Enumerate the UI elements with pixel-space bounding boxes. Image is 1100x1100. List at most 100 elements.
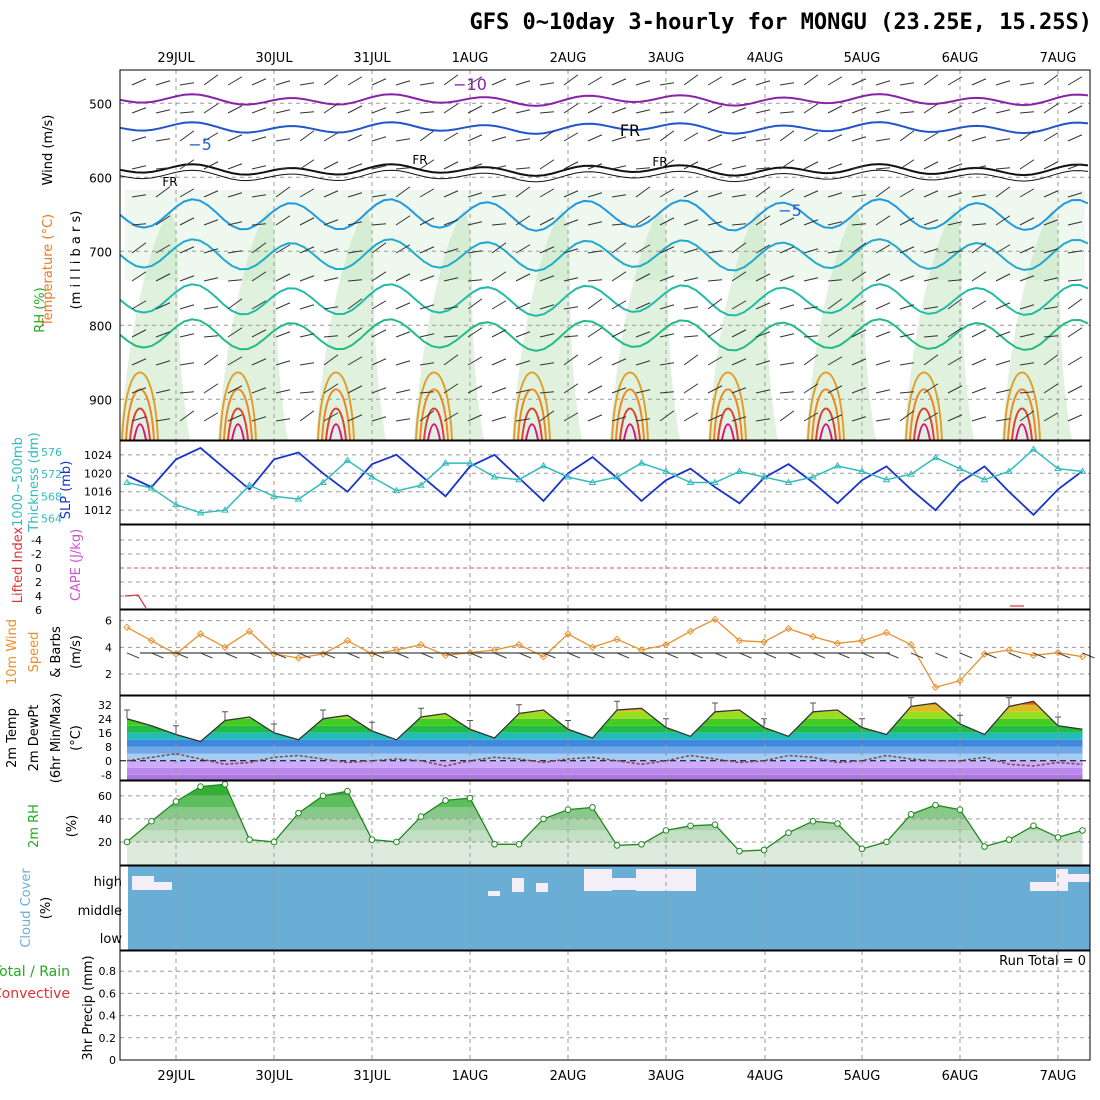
- temp-band: [127, 701, 1083, 705]
- wind-barb: [971, 78, 987, 86]
- rh-tick-label: 40: [98, 813, 112, 826]
- warm-isotherm: [427, 423, 441, 441]
- wind-barb: [731, 165, 747, 170]
- wind-barb: [641, 652, 654, 659]
- rh-point: [687, 822, 694, 830]
- wind-barb: [179, 333, 195, 338]
- wind-barb: [395, 138, 411, 142]
- rh-point: [760, 846, 768, 854]
- precip-tick-label: 0.8: [99, 965, 117, 978]
- wind-barb: [131, 387, 147, 394]
- wind-barb: [755, 273, 771, 282]
- wind-barb: [563, 103, 579, 114]
- rh-point: [711, 821, 719, 828]
- warm-isotherm: [317, 371, 355, 441]
- contour-label: FR: [412, 153, 427, 167]
- warm-isotherm: [231, 423, 245, 441]
- wind-barb: [851, 194, 867, 198]
- wind-barb: [947, 192, 963, 198]
- wind-barb: [803, 132, 819, 142]
- rh-point: [393, 838, 400, 846]
- wind-barb: [827, 105, 843, 114]
- thickness-point: [441, 459, 450, 466]
- wind-barb: [587, 414, 603, 422]
- rh-point: [589, 804, 596, 811]
- wind-barb: [779, 217, 795, 226]
- wind-barb: [347, 163, 363, 170]
- wind-speed-point: [343, 636, 352, 645]
- top-date-label: 1AUG: [452, 51, 489, 66]
- temp-tick-label: 8: [105, 741, 112, 754]
- wind-barb: [659, 333, 675, 338]
- wind-speed-point: [515, 640, 523, 649]
- temp-band: [127, 732, 1083, 740]
- wind-barb: [323, 132, 339, 142]
- rh-point: [491, 840, 498, 848]
- wind-barb: [323, 219, 339, 226]
- contour-label: −5: [188, 135, 212, 154]
- wind-barb: [851, 136, 867, 142]
- wind-barb: [899, 246, 915, 254]
- wind-barb: [984, 652, 997, 659]
- warm-isotherm: [819, 423, 833, 441]
- cloud-gap: [152, 882, 172, 890]
- warm-isotherm: [619, 407, 641, 441]
- wind-barb: [827, 250, 843, 254]
- wind-barb: [683, 412, 699, 422]
- temp-band: [127, 774, 1083, 780]
- wind-barb: [635, 360, 651, 366]
- wind-barb: [251, 78, 267, 86]
- wind-barb: [251, 107, 267, 114]
- wind-barb: [395, 360, 411, 366]
- thickness-point: [270, 492, 278, 499]
- bottom-date-label: 4AUG: [747, 1069, 784, 1084]
- wind-barb: [923, 219, 939, 226]
- wind-barb: [395, 418, 411, 422]
- wind-barb: [995, 109, 1011, 114]
- thickness-point: [490, 472, 499, 480]
- wind-barb: [1043, 335, 1059, 338]
- wind-barb: [899, 82, 915, 86]
- thickness-point: [662, 467, 670, 474]
- wind-speed-point: [245, 627, 254, 636]
- wind-barb: [635, 244, 651, 254]
- wind-barb: [827, 221, 843, 226]
- li-line: [124, 594, 147, 609]
- wind-barb: [707, 298, 723, 310]
- wind-barb: [131, 107, 147, 114]
- wind-barb: [995, 244, 1011, 254]
- wind-barb: [515, 167, 531, 170]
- wind-barb: [683, 277, 699, 282]
- wind-barb: [755, 244, 771, 254]
- warm-isotherm: [423, 407, 445, 441]
- wind-speed-point: [760, 638, 768, 646]
- wind-barb: [179, 304, 195, 310]
- wind-barb: [155, 215, 171, 226]
- warm-isotherm: [713, 388, 743, 441]
- wind-barb: [155, 138, 171, 142]
- wind-tick-label: 6: [105, 615, 112, 628]
- wind-barb: [779, 362, 795, 366]
- cloud-level-label: middle: [78, 904, 122, 919]
- wind-speed-point: [588, 643, 597, 652]
- slp-axis-label: SLP (mb): [59, 461, 74, 520]
- wind-barb: [419, 130, 435, 142]
- warm-isotherm: [905, 371, 943, 441]
- wind-tick-label: 4: [105, 641, 112, 654]
- wind-barb: [659, 304, 675, 310]
- wind-speed-point: [662, 640, 670, 649]
- wind-barb: [299, 304, 315, 310]
- wind-barb: [179, 275, 195, 282]
- wind-barb: [539, 275, 555, 282]
- wind-barb: [659, 111, 675, 114]
- wind-barb: [299, 217, 315, 226]
- thickness-point: [882, 475, 891, 483]
- wind-barb: [875, 215, 891, 226]
- wind-barb: [347, 279, 363, 282]
- wind-barb: [494, 652, 507, 659]
- wind-speed-point: [784, 624, 793, 633]
- rh-point: [638, 840, 645, 848]
- wind-barb: [224, 652, 238, 659]
- wind-speed-line: [126, 618, 1083, 689]
- wind-barb: [803, 103, 819, 114]
